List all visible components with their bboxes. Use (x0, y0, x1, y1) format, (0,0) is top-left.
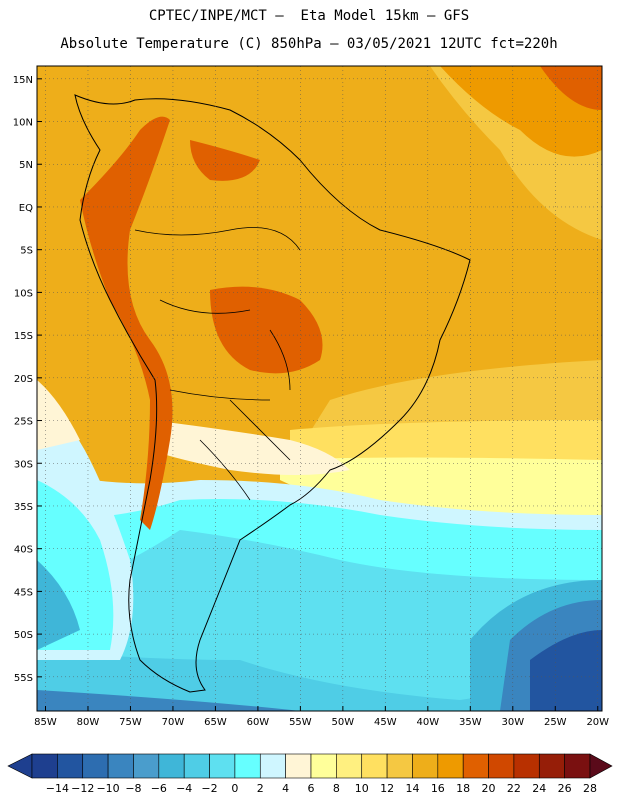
colorbar-min-arrow (7, 753, 33, 779)
coastline (74, 94, 471, 693)
lat-label: 5N (19, 160, 33, 171)
colorbar-label: −12 (71, 782, 94, 795)
colorbar-label: 26 (558, 782, 572, 795)
lat-label: 45S (14, 587, 33, 598)
colorbar-cell (82, 753, 109, 779)
lon-label: 45W (374, 717, 397, 728)
colorbar-label: 0 (231, 782, 238, 795)
lat-label: 40S (14, 545, 33, 556)
colorbar-cell (31, 753, 58, 779)
colorbar-label: −8 (125, 782, 141, 795)
colorbar-cell (234, 753, 261, 779)
temperature-map: 15N 10N 5N EQ 5S 10S 15S 20S 25S 30S 35S 40S 45S 50S 5… (13, 65, 609, 728)
lat-label: 55S (14, 673, 33, 684)
lat-label: 50S (14, 630, 33, 641)
colorbar-cell (209, 753, 236, 779)
colorbar-cell (386, 753, 413, 779)
colorbar-cell (361, 753, 388, 779)
lon-label: 25W (544, 717, 567, 728)
lon-label: 60W (247, 717, 270, 728)
lat-label: 10N (13, 118, 33, 129)
chart-title: CPTEC/INPE/MCT – Eta Model 15km – GFS (148, 8, 470, 24)
lon-label: 30W (501, 717, 524, 728)
colorbar-cell (310, 753, 337, 779)
colorbar-label: −2 (201, 782, 217, 795)
lon-label: 40W (417, 717, 440, 728)
lat-label: 15N (13, 75, 33, 86)
colorbar-label: 18 (456, 782, 470, 795)
lat-label: 15S (14, 331, 33, 342)
colorbar-cell (564, 753, 591, 779)
lon-label: 85W (34, 717, 57, 728)
colorbar-cell (133, 753, 160, 779)
map-frame (36, 65, 603, 712)
colorbar-cell (107, 753, 134, 779)
colorbar-cell (462, 753, 489, 779)
lat-label: 30S (14, 459, 33, 470)
colorbar-label: 24 (532, 782, 546, 795)
colorbar-cell (538, 753, 565, 779)
country-borders (134, 227, 301, 501)
lat-label: 10S (14, 288, 33, 299)
colorbar-label: 20 (482, 782, 496, 795)
colorbar-cell (513, 753, 540, 779)
lat-label: EQ (19, 203, 33, 214)
chart-subtitle: Absolute Temperature (C) 850hPa – 03/05/… (60, 36, 558, 52)
colorbar-cell (488, 753, 515, 779)
colorbar-label: −10 (96, 782, 119, 795)
colorbar-label: −6 (151, 782, 167, 795)
latitude-labels: 15N 10N 5N EQ 5S 10S 15S 20S 25S 30S 35S 40S 45S 50S 5… (13, 75, 33, 684)
colorbar-cell (183, 753, 210, 779)
colorbar-label: 4 (282, 782, 289, 795)
colorbar-label: 2 (257, 782, 264, 795)
lon-label: 70W (162, 717, 185, 728)
colorbar-label: 8 (333, 782, 340, 795)
lon-label: 65W (204, 717, 227, 728)
lat-label: 25S (14, 417, 33, 428)
lat-label: 20S (14, 374, 33, 385)
colorbar-label: 14 (405, 782, 419, 795)
lat-label: 35S (14, 502, 33, 513)
colorbar-label: 6 (308, 782, 315, 795)
colorbar-cell (437, 753, 464, 779)
lon-label: 80W (77, 717, 100, 728)
colorbar-label: 12 (380, 782, 394, 795)
colorbar-label: 28 (583, 782, 597, 795)
lon-label: 50W (332, 717, 355, 728)
lat-label: 5S (20, 246, 33, 257)
colorbar-label: −14 (46, 782, 69, 795)
lon-label: 55W (289, 717, 312, 728)
colorbar-label: 22 (507, 782, 521, 795)
colorbar-label: 16 (431, 782, 445, 795)
longitude-labels: 85W 80W 75W 70W 65W 60W 55W 50W 45W 40W 35W 30W 25W 2… (34, 717, 609, 728)
temperature-field (37, 66, 602, 711)
colorbar-cell (259, 753, 286, 779)
colorbar-cell (336, 753, 363, 779)
lon-label: 75W (119, 717, 142, 728)
colorbar-cell (412, 753, 439, 779)
colorbar-max-arrow (589, 753, 613, 779)
colorbar-cell (57, 753, 84, 779)
colorbar-cell (285, 753, 312, 779)
lon-label: 20W (586, 717, 609, 728)
lat-lon-grid (37, 66, 602, 711)
colorbar-cell (158, 753, 185, 779)
colorbar: −14 −12 −10 −8 −6 −4 −2 0 2 4 6 8 10 12 14 16 18 20 22 24 26… (7, 753, 613, 795)
colorbar-label: −4 (176, 782, 192, 795)
lon-label: 35W (459, 717, 482, 728)
colorbar-label: 10 (355, 782, 369, 795)
